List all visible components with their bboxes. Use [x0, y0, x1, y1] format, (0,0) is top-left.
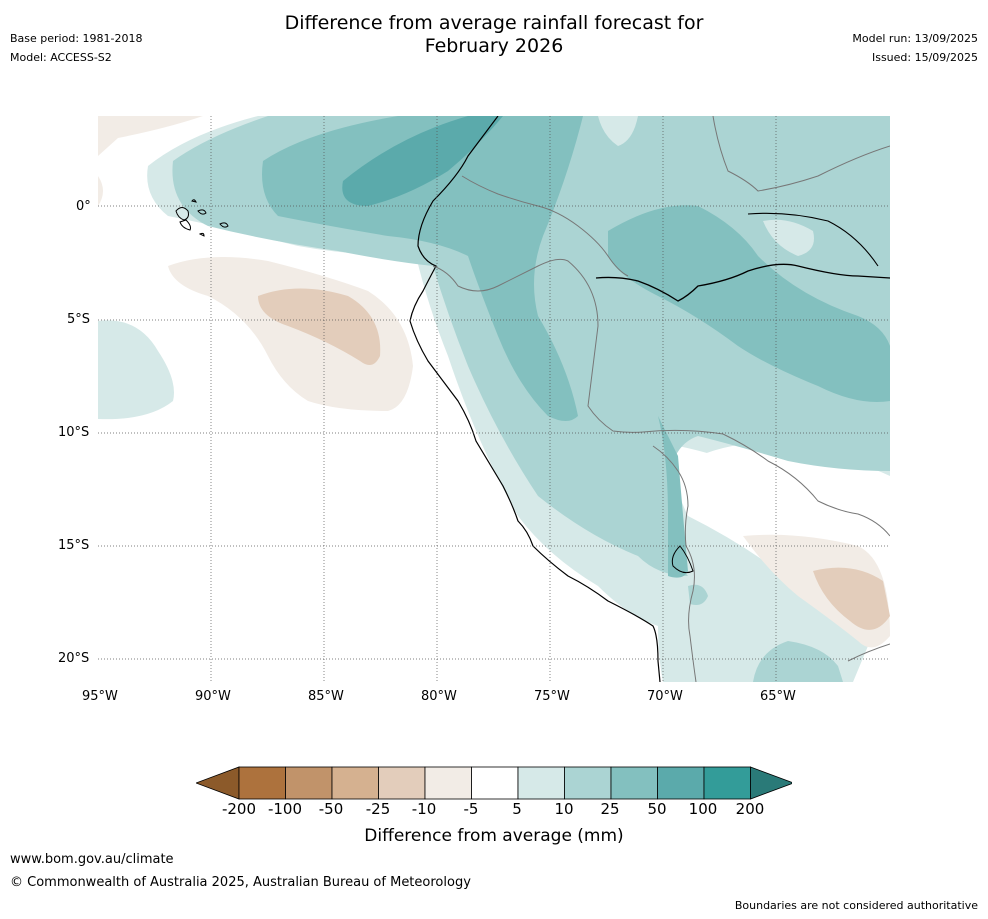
colorbar-tick-label: -200 [221, 800, 257, 818]
lon-label-80w: 80°W [421, 689, 457, 704]
anomaly-zone-minus5-minus10-west [168, 257, 413, 411]
lon-label-75w: 75°W [534, 689, 570, 704]
lon-label-90w: 90°W [195, 689, 231, 704]
rainfall-anomaly-map [98, 116, 890, 682]
galapagos-islands [175, 199, 229, 237]
colorbar-cell [238, 766, 286, 800]
title-line-2: February 2026 [424, 35, 564, 57]
website-link[interactable]: www.bom.gov.au/climate [10, 852, 174, 867]
colorbar-cell [517, 766, 565, 800]
lon-label-65w: 65°W [760, 689, 796, 704]
colorbar-cell [331, 766, 379, 800]
amazon-river [595, 263, 890, 302]
colorbar-arrow-right [750, 766, 792, 800]
colorbar-cell [657, 766, 705, 800]
border-peru-bolivia [652, 445, 689, 547]
colorbar-cell [424, 766, 472, 800]
lat-label-10s: 10°S [58, 425, 90, 440]
colorbar-tick-label: 200 [735, 800, 765, 818]
map-title: Difference from average rainfall forecas… [0, 12, 988, 58]
colorbar-tick-label: -50 [318, 800, 344, 818]
colorbar [196, 766, 792, 800]
colorbar-tick-label: 25 [600, 800, 620, 818]
graticule [98, 116, 890, 682]
colorbar-cell [703, 766, 751, 800]
lon-label-85w: 85°W [308, 689, 344, 704]
lake-titicaca [671, 545, 694, 574]
border-brazil-bolivia [642, 429, 890, 537]
border-ecuador-peru-brazil [432, 258, 644, 433]
lon-label-95w: 95°W [82, 689, 118, 704]
colorbar-tick-label: -10 [411, 800, 437, 818]
lat-label-0: 0° [76, 199, 91, 214]
anomaly-zone-5-10-west [98, 320, 174, 420]
model-label: Model: ACCESS-S2 [10, 51, 112, 64]
colorbar-cell [471, 766, 519, 800]
model-run-label: Model run: 13/09/2025 [852, 32, 978, 45]
border-colombia-ecuador-peru [461, 175, 629, 277]
colorbar-tick-label: -5 [463, 800, 479, 818]
colorbar-cell [564, 766, 612, 800]
issued-label: Issued: 15/09/2025 [871, 51, 978, 64]
colorbar-cell [610, 766, 658, 800]
anomaly-zone-50-100 [342, 116, 503, 206]
colorbar-cell [378, 766, 426, 800]
border-venezuela-brazil [712, 116, 890, 192]
base-period-label: Base period: 1981-2018 [10, 32, 143, 45]
lon-label-70w: 70°W [647, 689, 683, 704]
copyright-text: © Commonwealth of Australia 2025, Austra… [10, 875, 471, 890]
colorbar-tick-label: -25 [365, 800, 391, 818]
colorbar-arrow-left [196, 766, 240, 800]
rio-negro [747, 212, 879, 267]
anomaly-spot-light-north [598, 116, 638, 146]
border-bolivia-paraguay [847, 643, 890, 662]
anomaly-brown-light-topleft [98, 116, 203, 156]
anomaly-zone-10-25-south [753, 641, 843, 682]
lat-label-15s: 15°S [58, 538, 90, 553]
anomaly-brown-light-left-sliver [98, 176, 103, 206]
colorbar-tick-label: 50 [647, 800, 667, 818]
colorbar-cells [196, 766, 792, 800]
colorbar-tick-label: 100 [688, 800, 718, 818]
colorbar-tick-label: -100 [267, 800, 303, 818]
border-bolivia-chile [685, 545, 697, 682]
anomaly-zone-minus10-minus25-west [258, 288, 381, 365]
lat-label-5s: 5°S [67, 312, 91, 327]
lat-label-20s: 20°S [58, 651, 90, 666]
title-line-1: Difference from average rainfall forecas… [284, 12, 704, 34]
colorbar-tick-label: 5 [512, 800, 522, 818]
colorbar-cell [285, 766, 333, 800]
anomaly-zone-25-50-west [262, 116, 583, 421]
anomaly-zone-25-50-amazon [608, 205, 890, 402]
coastline [409, 116, 661, 682]
anomaly-spot-light [763, 219, 814, 256]
disclaimer-text: Boundaries are not considered authoritat… [734, 899, 978, 912]
anomaly-zone-minus10-minus25-southeast [813, 567, 890, 630]
colorbar-title: Difference from average (mm) [364, 826, 624, 846]
colorbar-tick-label: 10 [554, 800, 574, 818]
